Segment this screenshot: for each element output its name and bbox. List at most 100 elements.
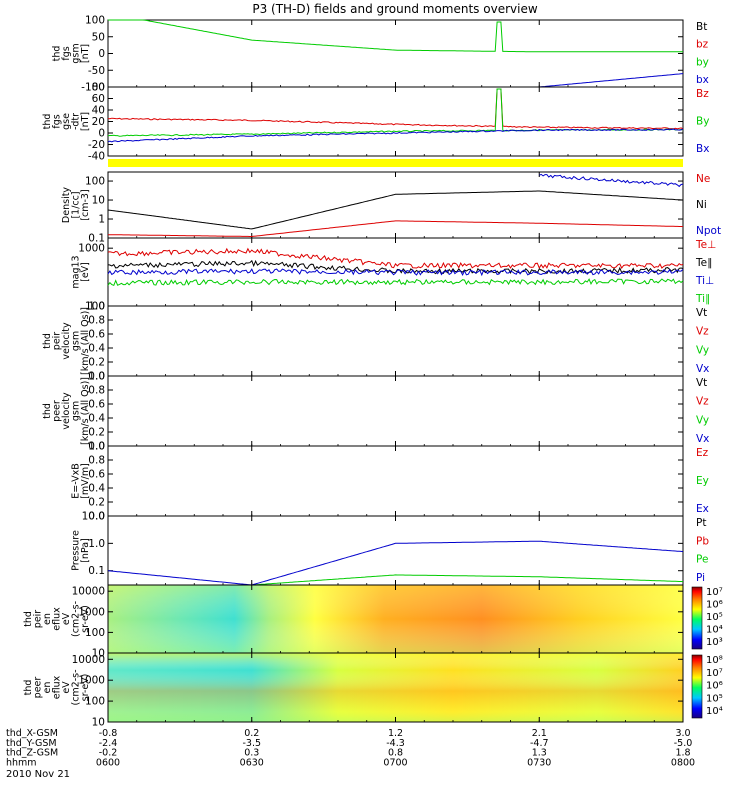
y-axis-label-line: thd [23,611,34,627]
footer-value: 1.2 [388,728,403,739]
footer-value: -2.4 [99,738,118,749]
footer-value: 0600 [96,757,120,768]
footer-value: -5.0 [674,738,693,749]
colorbar-tick-label: 10⁴ [706,706,723,717]
yellow-status-bar [108,159,683,167]
colorbar-tick-label: 10⁸ [706,655,723,666]
legend-item: Pb [696,535,709,547]
y-tick-label: 20 [92,116,105,128]
footer-value: -0.8 [99,728,118,739]
y-tick-label: 60 [92,93,105,105]
y-axis-label-line: gsm [71,43,82,63]
y-tick-label: 100 [85,627,105,639]
y-axis-label-line: [km/s (All Qs)] [80,307,91,375]
footer-value: 0630 [240,757,264,768]
y-tick-label: 0.2 [88,497,105,509]
y-axis-label-line: -dtr [71,113,82,130]
colorbar-tick-label: 10⁴ [706,625,723,636]
panel-frame [107,19,684,88]
plot-title: P3 (TH-D) fields and ground moments over… [252,2,537,16]
ephemeris-footer: thd_X-GSM -0.8 0.2 1.2 2.1 3.0 thd_Y-GSM -2.4 -3… [6,728,695,768]
footer-value: 0700 [383,757,407,768]
legend-item: Vx [696,363,709,375]
y-tick-label: 1.0 [88,371,105,383]
series-line-Pi [107,540,684,586]
y-tick-label: 100 [85,696,105,708]
legend: Pt Pb Pe Pi [696,517,709,584]
y-axis-label: mag13[eV] [71,255,92,288]
footer-value: -0.2 [99,748,118,759]
y-tick-label: -100 [81,82,105,94]
y-tick-label: 100 [85,15,105,27]
legend-item: Ez [696,447,709,459]
y-tick-label: 80 [92,82,105,94]
y-tick-label: 0.0 [88,441,105,453]
y-tick-label: 1000 [78,243,105,255]
panel-frame [107,445,684,517]
y-axis-label-line: sr-eV) [80,605,91,633]
y-axis-label-line: thd [52,46,63,62]
legend: Te⊥ Te∥ Ti⊥ Ti∥ [695,239,716,305]
legend-item: Vz [696,326,709,338]
legend-item: Vt [696,307,707,319]
y-axis-label-line: gsm [71,331,82,351]
y-axis-label-line: [mV/m] [80,463,91,499]
legend-item: bz [696,39,709,51]
legend-item: by [696,56,709,68]
y-tick-label: 100 [85,301,105,313]
date-label: 2010 Nov 21 [6,769,70,780]
y-tick-label: 10000 [72,586,105,598]
footer-value: 0800 [671,757,695,768]
footer-value: 0730 [527,757,551,768]
colorbar-tick-label: 10⁷ [706,668,723,679]
legend-item: Vz [696,396,709,408]
colorbar-tick-label: 10³ [706,637,723,648]
y-tick-label: 0.6 [88,329,105,341]
y-axis-label-line: fgs [52,114,63,128]
y-axis-label-line: velocity [61,322,72,360]
y-tick-label: -20 [88,139,105,151]
colorbar-tick-label: 10⁷ [706,587,723,598]
colorbar-tick-label: 10⁵ [706,612,723,623]
y-axis-label-line: thd [42,403,53,419]
legend-item: Ti⊥ [695,275,714,287]
spectrogram-overlay [108,585,683,653]
y-tick-label: 0.0 [88,371,105,383]
y-axis-label-line: mag13 [71,255,82,288]
panel-peir_velocity: 1.00.80.60.40.20.0thdpeirvelocitygsm[km/… [42,301,709,383]
y-axis-label-line: peir [33,610,44,629]
panel-frame [107,375,684,447]
y-axis-label-line: Density [61,187,72,223]
y-tick-label: 0.6 [88,469,105,481]
panel-peer_velocity: 1.00.80.60.40.20.0thdpeervelocitygsm[km/… [42,371,709,453]
legend-item: Bz [696,88,709,100]
y-axis-label-line: [nT] [80,112,91,131]
series-line-Ti⊥ [107,268,684,277]
y-tick-label: -40 [88,151,105,163]
y-axis-label: Pressure[nPa] [71,530,92,571]
footer-value: -4.7 [530,738,549,749]
y-tick-label: 0 [98,48,105,60]
y-tick-label: 0.0 [88,511,105,523]
y-tick-label: 0.4 [88,483,105,495]
y-axis-label-line: eflux [52,607,63,631]
panel-peir_spectrogram: 10⁷10⁶10⁵10⁴10³10000100010010thdpeirenef… [23,584,723,660]
legend-item: Ey [696,475,709,487]
y-tick-label: 40 [92,105,105,117]
colorbar-tick-label: 10⁵ [706,693,723,704]
legend-item: bx [696,74,709,86]
y-axis-label-line: [1/cc] [71,191,82,218]
y-tick-label: 1.0 [88,538,105,550]
y-axis-label-line: thd [23,680,34,696]
y-tick-label: 0.2 [88,357,105,369]
y-tick-label: 0.1 [88,233,105,245]
y-axis-label-line: [eV] [80,262,91,282]
legend-item: Pe [696,554,708,566]
colorbar-tick-label: 10⁶ [706,681,723,692]
y-tick-label: 0.8 [88,385,105,397]
